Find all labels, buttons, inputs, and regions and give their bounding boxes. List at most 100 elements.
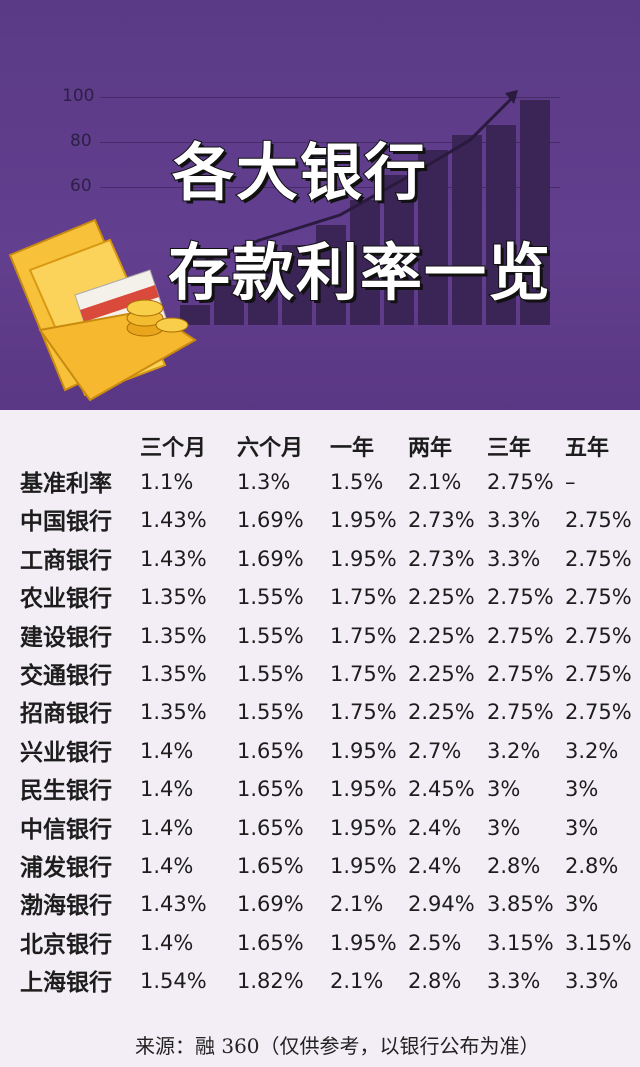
rate-cell: – bbox=[565, 470, 576, 494]
gridline bbox=[100, 97, 560, 98]
rate-cell: 2.1% bbox=[330, 892, 384, 917]
rate-cell: 2.8% bbox=[487, 854, 541, 878]
row-label: 建设银行 bbox=[20, 624, 112, 651]
gold-coins-icon bbox=[126, 299, 189, 337]
chart-bar bbox=[248, 265, 278, 325]
chart-bar bbox=[520, 100, 550, 325]
source-note: 来源：融 360（仅供参考，以银行公布为准） bbox=[135, 1034, 540, 1058]
rate-cell: 2.73% bbox=[408, 508, 475, 533]
rate-cell: 3.15% bbox=[565, 930, 632, 955]
rate-cell: 3% bbox=[487, 777, 521, 802]
rate-cell: 2.75% bbox=[565, 700, 632, 725]
rate-cell: 2.75% bbox=[487, 585, 554, 610]
row-label: 渤海银行 bbox=[20, 893, 112, 920]
rate-cell: 2.7% bbox=[408, 738, 462, 763]
chart-bar bbox=[452, 135, 482, 325]
title-line-1: 各大银行 bbox=[171, 135, 429, 210]
rate-cell: 2.75% bbox=[487, 470, 554, 494]
chart-bar bbox=[418, 150, 448, 325]
column-header: 五年 bbox=[565, 436, 610, 461]
rate-cell: 1.4% bbox=[140, 815, 194, 840]
rate-cell: 1.55% bbox=[237, 700, 304, 725]
row-label: 中国银行 bbox=[20, 509, 112, 536]
rate-cell: 2.75% bbox=[565, 508, 632, 533]
rate-cell: 1.75% bbox=[330, 623, 397, 648]
rate-cell: 3% bbox=[487, 815, 521, 840]
row-label: 农业银行 bbox=[20, 586, 112, 613]
rate-cell: 1.95% bbox=[330, 546, 397, 571]
rate-cell: 1.65% bbox=[237, 854, 304, 878]
chart-bar bbox=[486, 125, 516, 325]
rate-cell: 2.75% bbox=[487, 700, 554, 725]
row-label: 工商银行 bbox=[20, 547, 112, 574]
rate-cell: 2.75% bbox=[487, 623, 554, 648]
column-header: 三年 bbox=[487, 436, 532, 461]
chart-bar bbox=[180, 305, 210, 325]
row-label: 民生银行 bbox=[20, 778, 112, 805]
row-label: 浦发银行 bbox=[20, 855, 112, 881]
rate-cell: 2.25% bbox=[408, 700, 475, 725]
rate-cell: 1.69% bbox=[237, 508, 304, 533]
rate-cell: 1.65% bbox=[237, 930, 304, 955]
rate-cell: 1.4% bbox=[140, 854, 194, 878]
rate-cell: 2.75% bbox=[487, 662, 554, 686]
rate-cell: 1.65% bbox=[237, 815, 304, 840]
rate-cell: 2.1% bbox=[330, 969, 384, 994]
rate-cell: 1.82% bbox=[237, 969, 304, 994]
column-header: 两年 bbox=[408, 436, 453, 461]
rate-cell: 1.35% bbox=[140, 585, 207, 610]
title-line-2: 存款利率一览 bbox=[167, 235, 553, 310]
rate-cell: 1.55% bbox=[237, 662, 304, 686]
header-banner: 100 80 60 各大银行 存款利率一览 bbox=[0, 0, 640, 410]
rate-cell: 1.43% bbox=[140, 546, 207, 571]
rate-cell: 3.2% bbox=[487, 738, 541, 763]
rate-cell: 2.25% bbox=[408, 662, 475, 686]
rate-cell: 1.69% bbox=[237, 546, 304, 571]
chart-bar bbox=[384, 175, 414, 325]
rate-cell: 1.4% bbox=[140, 930, 194, 955]
axis-label: 100 bbox=[62, 86, 95, 106]
rate-cell: 1.4% bbox=[140, 738, 194, 763]
rate-cell: 1.65% bbox=[237, 738, 304, 763]
column-header: 六个月 bbox=[237, 436, 304, 461]
row-label: 基准利率 bbox=[20, 471, 112, 497]
rate-cell: 2.4% bbox=[408, 815, 462, 840]
rate-cell: 1.35% bbox=[140, 700, 207, 725]
gridline bbox=[100, 142, 560, 143]
rate-cell: 1.43% bbox=[140, 508, 207, 533]
rate-cell: 2.75% bbox=[565, 623, 632, 648]
rate-cell: 1.43% bbox=[140, 892, 207, 917]
rate-cell: 2.75% bbox=[565, 585, 632, 610]
rate-cell: 1.69% bbox=[237, 892, 304, 917]
rate-cell: 2.25% bbox=[408, 623, 475, 648]
gridline bbox=[100, 187, 560, 188]
rate-cell: 3.3% bbox=[487, 969, 541, 994]
rate-cell: 3% bbox=[565, 892, 599, 917]
trend-arrow-icon bbox=[179, 90, 518, 272]
rate-cell: 2.75% bbox=[565, 662, 632, 686]
rate-cell: 1.95% bbox=[330, 777, 397, 802]
rate-cell: 3.2% bbox=[565, 738, 619, 763]
row-label: 中信银行 bbox=[20, 816, 112, 843]
rate-cell: 1.75% bbox=[330, 700, 397, 725]
rate-cell: 1.95% bbox=[330, 930, 397, 955]
rate-cell: 3.3% bbox=[565, 969, 619, 994]
rate-cell: 1.4% bbox=[140, 777, 194, 802]
rate-cell: 1.55% bbox=[237, 585, 304, 610]
chart-bar bbox=[316, 225, 346, 325]
rate-cell: 1.35% bbox=[140, 623, 207, 648]
rate-cell: 3.3% bbox=[487, 546, 541, 571]
row-label: 交通银行 bbox=[20, 663, 112, 689]
rate-cell: 1.1% bbox=[140, 470, 194, 494]
rate-cell: 1.3% bbox=[237, 470, 291, 494]
column-header: 三个月 bbox=[140, 436, 207, 461]
row-label: 北京银行 bbox=[20, 931, 112, 958]
rate-cell: 1.95% bbox=[330, 508, 397, 533]
rate-cell: 2.1% bbox=[408, 470, 462, 494]
rate-cell: 2.8% bbox=[565, 854, 619, 878]
column-header: 一年 bbox=[330, 436, 375, 461]
rate-cell: 2.5% bbox=[408, 930, 462, 955]
wallet-icon bbox=[8, 218, 197, 402]
chart-bar bbox=[214, 285, 244, 325]
axis-label: 80 bbox=[70, 131, 92, 151]
